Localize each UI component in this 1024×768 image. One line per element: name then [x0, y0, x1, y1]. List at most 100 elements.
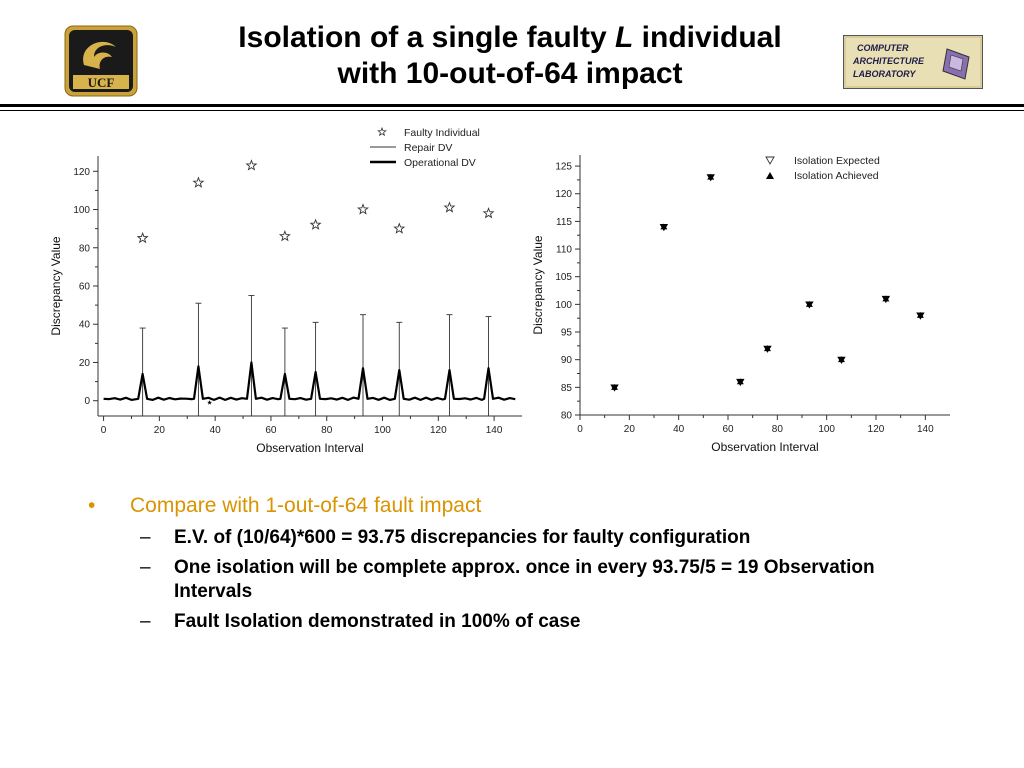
- repair-dv-spike: [312, 321, 319, 417]
- repair-dv-spike: [360, 314, 366, 417]
- y-tick-label: 120: [555, 189, 572, 200]
- faulty-individual-point: [192, 176, 205, 188]
- faulty-individual-point: [136, 231, 149, 244]
- y-tick-label: 95: [561, 328, 573, 339]
- operational-dv-marker: [207, 400, 212, 405]
- bullet-main: • Compare with 1-out-of-64 fault impact: [88, 492, 948, 520]
- slide-title: Isolation of a single faulty L individua…: [160, 20, 860, 92]
- isolation-achieved-point: [882, 295, 890, 302]
- bullet-dot-icon: •: [88, 494, 96, 517]
- repair-dv-spike: [195, 302, 202, 417]
- operational-dv-line: [103, 361, 516, 401]
- y-tick-label: 80: [561, 411, 573, 422]
- x-axis-title: Observation Interval: [256, 441, 363, 455]
- faulty-individual-point: [357, 203, 369, 215]
- ucf-logo: UCF: [64, 25, 138, 97]
- dash-icon: –: [140, 557, 151, 578]
- chart2-legend: Isolation Expected Isolation Achieved: [765, 155, 880, 182]
- y-tick-label: 20: [79, 358, 91, 369]
- y-tick-label: 105: [555, 272, 572, 283]
- x-tick-label: 0: [577, 424, 583, 435]
- x-tick-label: 20: [624, 424, 636, 435]
- faulty-individual-point: [393, 222, 406, 234]
- title-rule-thin: [0, 110, 1024, 111]
- y-axis-title: Discrepancy Value: [49, 236, 63, 335]
- sub-bullet: – E.V. of (10/64)*600 = 93.75 discrepanc…: [88, 526, 948, 550]
- bullet-main-text: Compare with 1-out-of-64 fault impact: [130, 494, 482, 517]
- x-tick-label: 120: [430, 425, 447, 436]
- y-axis-title: Discrepancy Value: [531, 235, 545, 334]
- y-tick-label: 110: [556, 245, 572, 256]
- isolation-achieved-point: [837, 356, 845, 363]
- legend-star-icon: [377, 126, 387, 137]
- isolation-achieved-point: [707, 173, 715, 180]
- isolation-scatter-chart: 0 20 40 60 80 100 120 140 80 85 90 95 100 105 110 115 12…: [531, 155, 950, 454]
- y-tick-label: 0: [84, 396, 90, 407]
- y-tick-label: 90: [561, 355, 573, 366]
- chart1-legend: Faulty Individual Repair DV Operational DV: [370, 126, 480, 169]
- isolation-achieved-point: [805, 300, 813, 307]
- faulty-individual-point: [443, 201, 456, 213]
- isolation-achieved-point: [611, 383, 619, 390]
- repair-dv-spike: [485, 316, 492, 417]
- discrepancy-line-chart: 0 20 40 60 80 100 120 140 0 20 40 60 80 100 120 Observa…: [49, 126, 522, 455]
- computer-architecture-lab-logo: COMPUTER ARCHITECTURE LABORATORY: [843, 35, 983, 89]
- title-suffix: individual: [633, 21, 782, 54]
- y-tick-label: 120: [73, 167, 90, 178]
- x-axis-title: Observation Interval: [711, 440, 818, 454]
- y-tick-label: 115: [556, 217, 572, 228]
- isolation-achieved-point: [763, 345, 771, 352]
- sub-bullet-text: One isolation will be complete approx. o…: [174, 557, 875, 602]
- dash-icon: –: [140, 611, 151, 632]
- legend-label: Operational DV: [404, 157, 476, 169]
- x-tick-label: 0: [101, 425, 107, 436]
- x-tick-label: 140: [917, 424, 934, 435]
- x-tick-label: 80: [772, 424, 784, 435]
- x-tick-label: 60: [265, 425, 277, 436]
- faulty-individual-point: [278, 230, 291, 242]
- lab-logo-line1: COMPUTER: [857, 43, 909, 53]
- bullet-list: • Compare with 1-out-of-64 fault impact …: [88, 492, 948, 634]
- chip-icon: [942, 48, 970, 80]
- y-tick-label: 100: [73, 205, 90, 216]
- legend-label: Isolation Achieved: [794, 170, 879, 182]
- sub-bullet: – One isolation will be complete approx.…: [88, 556, 948, 604]
- ucf-logo-text: UCF: [88, 75, 115, 90]
- isolation-achieved-point: [916, 311, 924, 318]
- title-line2: with 10-out-of-64 impact: [337, 57, 683, 90]
- x-tick-label: 120: [868, 424, 885, 435]
- repair-dv-spike: [139, 327, 146, 417]
- repair-dv-spike: [446, 314, 453, 417]
- lab-logo-line3: LABORATORY: [853, 69, 917, 79]
- x-tick-label: 80: [321, 425, 333, 436]
- x-tick-label: 140: [486, 425, 503, 436]
- y-tick-label: 60: [79, 282, 91, 293]
- sub-bullet-text: E.V. of (10/64)*600 = 93.75 discrepancie…: [174, 527, 751, 548]
- y-tick-label: 100: [555, 300, 572, 311]
- y-tick-label: 80: [79, 243, 91, 254]
- faulty-individual-point: [245, 159, 258, 171]
- x-tick-label: 40: [673, 424, 685, 435]
- sub-bullet-text: Fault Isolation demonstrated in 100% of …: [174, 611, 581, 632]
- title-italic: L: [615, 21, 634, 54]
- y-tick-label: 85: [561, 383, 573, 394]
- x-tick-label: 100: [818, 424, 835, 435]
- repair-dv-spike: [248, 295, 255, 417]
- x-tick-label: 20: [154, 425, 166, 436]
- legend-label: Isolation Expected: [794, 155, 880, 167]
- repair-dv-spike: [281, 327, 288, 417]
- dash-icon: –: [140, 527, 151, 548]
- faulty-individual-point: [309, 218, 322, 230]
- legend-label: Repair DV: [404, 142, 452, 154]
- legend-triangle-up-icon: [766, 172, 774, 179]
- y-tick-label: 125: [555, 162, 572, 173]
- lab-logo-line2: ARCHITECTURE: [852, 56, 925, 66]
- isolation-achieved-point: [736, 378, 744, 385]
- x-tick-label: 100: [374, 425, 391, 436]
- x-tick-label: 40: [210, 425, 222, 436]
- faulty-individual-point: [482, 207, 495, 219]
- legend-label: Faulty Individual: [404, 127, 480, 139]
- x-tick-label: 60: [722, 424, 734, 435]
- y-tick-label: 40: [79, 320, 91, 331]
- isolation-achieved-point: [660, 223, 668, 230]
